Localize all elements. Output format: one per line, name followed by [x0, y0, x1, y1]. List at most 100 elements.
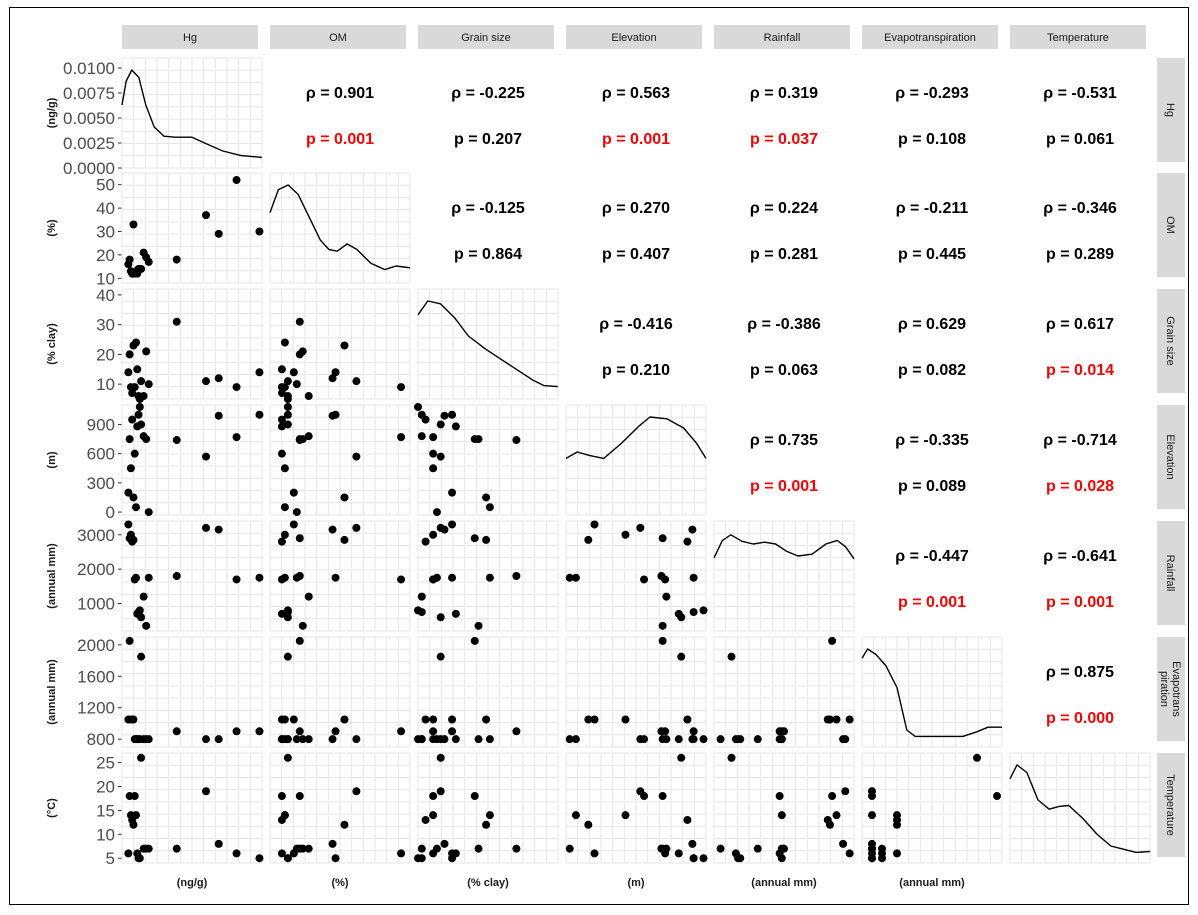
correlation-p: p = 0.445: [898, 246, 966, 263]
y-tick-label: 0.0075: [63, 84, 115, 103]
scatter-point: [777, 735, 786, 744]
scatter-point: [352, 452, 361, 461]
scatter-point: [474, 435, 483, 444]
scatter-point: [144, 508, 153, 517]
density-curve: [861, 648, 1002, 738]
scatter-point: [139, 592, 148, 601]
top-strip-6: [1010, 25, 1146, 49]
top-strip-4: [714, 25, 850, 49]
correlation-p: p = 0.001: [602, 131, 670, 148]
scatter-point: [328, 374, 337, 383]
right-strip-0: [1157, 58, 1185, 162]
x-axis-label: (%): [331, 877, 348, 889]
scatter-point: [214, 411, 223, 420]
scatter-point: [736, 735, 745, 744]
scatter-point: [571, 573, 580, 582]
scatter-point: [331, 573, 340, 582]
scatter-point: [124, 368, 133, 377]
scatter-point: [512, 844, 521, 853]
scatter-point: [440, 839, 449, 848]
correlation-rho: ρ = 0.563: [602, 85, 670, 102]
scatter-point: [689, 573, 698, 582]
scatter-point: [255, 368, 264, 377]
y-tick-label: 0.0050: [63, 109, 115, 128]
scatter-point: [716, 844, 725, 853]
scatter-point: [868, 839, 876, 848]
panel-grid: [269, 404, 411, 516]
scatter-point: [298, 735, 307, 744]
scatter-point: [295, 792, 304, 801]
x-axis-label: (annual mm): [751, 877, 817, 889]
scatter-point: [135, 402, 144, 411]
scatter-point: [417, 432, 426, 441]
scatter-point: [397, 433, 406, 442]
y-tick-label: 300: [87, 474, 115, 493]
scatter-point: [417, 735, 426, 744]
y-tick-label: 1600: [77, 667, 115, 686]
scatter-point: [841, 787, 850, 796]
scatter-point: [331, 854, 340, 863]
scatter-point: [683, 537, 692, 546]
scatter-point: [688, 735, 697, 744]
scatter-point: [973, 753, 981, 762]
scatter-point: [716, 735, 725, 744]
scatter-point: [658, 621, 667, 630]
y-tick-label: 25: [96, 754, 115, 773]
scatter-point: [777, 854, 786, 863]
scatter-point: [736, 854, 745, 863]
scatter-point: [571, 735, 580, 744]
scatter-point: [295, 534, 304, 543]
correlation-p: p = 0.037: [750, 131, 818, 148]
scatter-point: [277, 415, 286, 424]
scatter-point: [429, 849, 438, 858]
scatter-point: [340, 493, 349, 502]
scatter-point: [584, 715, 593, 724]
scatter-point: [621, 530, 630, 539]
scatter-point: [825, 715, 834, 724]
scatter-point: [688, 839, 697, 848]
scatter-point: [436, 613, 445, 622]
y-axis-label: (ng/g): [46, 97, 58, 128]
correlation-rho: ρ = 0.617: [1046, 316, 1114, 333]
scatter-point: [621, 811, 630, 820]
scatter-point: [584, 535, 593, 544]
scatter-point: [172, 436, 181, 445]
right-strip-6: [1157, 753, 1185, 857]
correlation-p: p = 0.210: [602, 362, 670, 379]
scatter-point: [421, 537, 430, 546]
scatter-point: [868, 787, 876, 796]
y-tick-label: 30: [96, 223, 115, 242]
scatter-point: [135, 854, 144, 863]
scatter-point: [352, 523, 361, 532]
y-axis-label: (% clay): [46, 323, 58, 365]
scatter-point: [172, 255, 181, 264]
scatter-point: [636, 735, 645, 744]
y-tick-label: 0.0100: [63, 59, 115, 78]
correlation-p: p = 0.407: [602, 246, 670, 263]
scatter-point: [144, 380, 153, 389]
scatter-point: [232, 383, 241, 392]
y-tick-label: 800: [87, 730, 115, 749]
scatter-point: [845, 715, 854, 724]
y-tick-label: 0.0000: [63, 159, 115, 178]
panel-grid: [565, 636, 707, 748]
scatter-point: [636, 523, 645, 532]
right-strip-text-group: Grain size: [1164, 316, 1176, 366]
correlation-p: p = 0.864: [454, 246, 522, 263]
scatter-point: [677, 652, 686, 661]
scatter-point: [340, 715, 349, 724]
scatter-point: [295, 572, 304, 580]
scatter-point: [202, 452, 210, 461]
scatter-point: [255, 573, 264, 582]
top-strip-2: [418, 25, 554, 49]
panel-grid: [269, 288, 411, 400]
scatter-point: [289, 715, 298, 724]
scatter-point: [845, 849, 854, 858]
panel-grid: [417, 404, 559, 516]
scatter-point: [474, 844, 483, 853]
x-axis-label: (ng/g): [177, 877, 208, 889]
scatter-point: [689, 854, 698, 863]
scatter-point: [448, 573, 457, 582]
scatter-point: [142, 621, 151, 630]
